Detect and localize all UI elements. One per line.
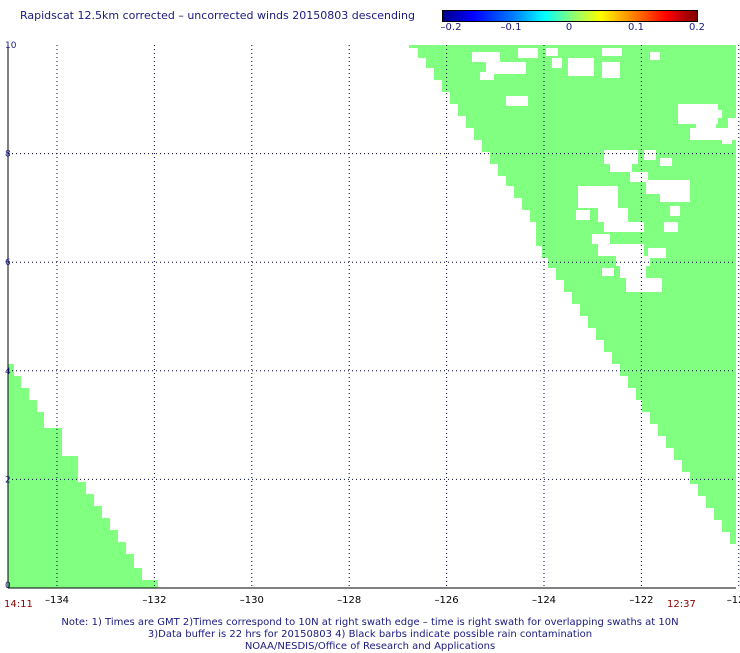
- latitude-tick-label: 2: [5, 475, 11, 485]
- data-gap: [602, 48, 622, 56]
- data-gap: [678, 104, 718, 124]
- data-gap: [664, 222, 678, 232]
- longitude-labels: –134 –132 –130 –128 –126 –124 –122 –120: [45, 595, 740, 606]
- colorbar-tick-label: –0.2: [440, 22, 462, 33]
- swath-layer: [8, 45, 736, 588]
- left-swath: [8, 364, 158, 588]
- data-gap: [620, 266, 646, 278]
- colorbar-tick-label: 0.1: [628, 22, 644, 33]
- data-gap: [630, 172, 648, 182]
- data-gap: [604, 222, 644, 232]
- data-gap: [616, 256, 650, 266]
- longitude-tick-label: –128: [337, 595, 361, 606]
- data-gap: [472, 52, 500, 62]
- colorbar-tick-label: 0.2: [689, 22, 705, 33]
- notes-footer: Note: 1) Times are GMT 2)Times correspon…: [0, 617, 740, 653]
- colorbar-tick-label: 0: [565, 22, 573, 33]
- left-swath-time: 14:11: [4, 599, 33, 610]
- data-gap: [722, 136, 732, 144]
- longitude-tick-label: –122: [629, 595, 653, 606]
- latitude-tick-label: 8: [5, 150, 11, 160]
- data-gap: [552, 58, 562, 68]
- data-gap: [602, 268, 614, 276]
- longitude-tick-label: –126: [435, 595, 459, 606]
- data-gap: [670, 206, 680, 216]
- latitude-tick-label: 0: [5, 581, 11, 591]
- longitude-tick-label: –130: [240, 595, 264, 606]
- data-gap: [728, 118, 736, 130]
- note-line-2: 3)Data buffer is 22 hrs for 20150803 4) …: [147, 629, 593, 640]
- longitude-tick-label: –132: [142, 595, 166, 606]
- colorbar-tick-label: –0.1: [500, 22, 522, 33]
- data-gap: [648, 248, 666, 258]
- data-gap: [676, 180, 688, 190]
- data-gap: [546, 48, 558, 56]
- data-gap: [486, 62, 526, 74]
- data-gap: [598, 208, 628, 222]
- data-gap: [578, 186, 618, 208]
- data-gap: [592, 234, 610, 244]
- latitude-tick-label: 4: [5, 367, 11, 377]
- data-gap: [604, 150, 638, 164]
- data-gap: [626, 278, 662, 292]
- data-gap: [710, 110, 722, 118]
- data-gap: [644, 150, 656, 160]
- data-gap: [716, 130, 728, 138]
- data-gap: [568, 58, 594, 76]
- latitude-labels: 0 2 4 6 8 10: [5, 41, 17, 591]
- longitude-tick-label: –120: [727, 595, 740, 606]
- longitude-tick-label: –134: [45, 595, 69, 606]
- note-line-3: NOAA/NESDIS/Office of Research and Appli…: [244, 641, 496, 652]
- longitude-tick-label: –124: [532, 595, 556, 606]
- latitude-tick-label: 6: [5, 258, 11, 268]
- data-gap: [660, 192, 690, 202]
- chart-title: Rapidscat 12.5km corrected – uncorrected…: [20, 9, 416, 22]
- data-gap: [650, 52, 660, 60]
- data-gap: [506, 96, 528, 106]
- right-swath: [409, 45, 736, 544]
- data-gap: [518, 48, 538, 58]
- data-gap: [602, 62, 620, 78]
- data-gap: [598, 244, 644, 256]
- latitude-tick-label: 10: [5, 41, 17, 51]
- right-swath-time: 12:37: [667, 599, 696, 610]
- data-gap: [576, 210, 590, 220]
- note-line-1: Note: 1) Times are GMT 2)Times correspon…: [61, 617, 679, 628]
- lat-lon-grid: [7, 45, 740, 589]
- data-gap: [480, 72, 494, 80]
- color-scale-bar: [442, 10, 698, 22]
- data-gap: [660, 158, 672, 166]
- data-gap: [610, 162, 632, 172]
